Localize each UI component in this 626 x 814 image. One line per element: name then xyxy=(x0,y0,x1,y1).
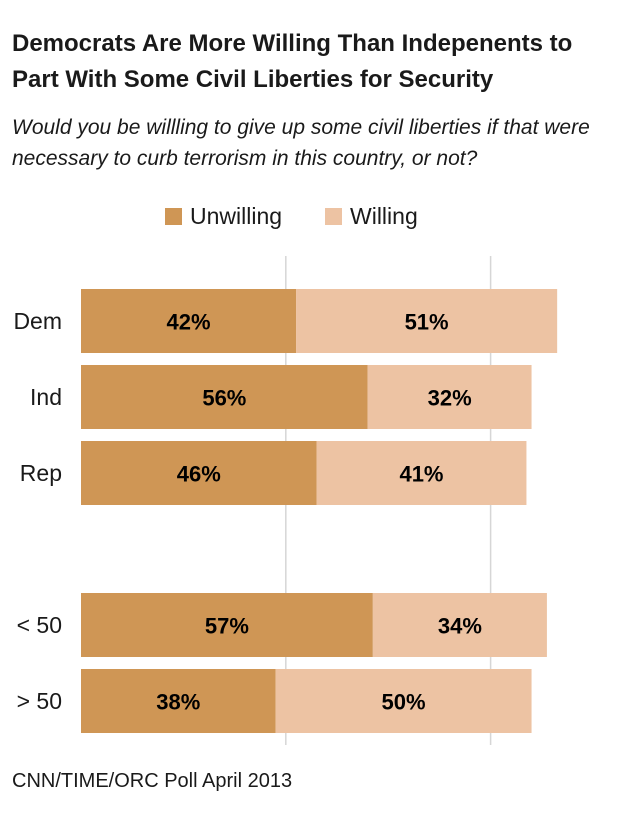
chart-title: Democrats Are More Willing Than Indepene… xyxy=(12,30,573,93)
bar-unwilling-dem xyxy=(81,289,297,353)
source-note: CNN/TIME/ORC Poll April 2013 xyxy=(12,770,293,792)
legend-swatch-willing xyxy=(325,207,342,225)
bar-willing-dem xyxy=(296,289,558,353)
category-label: < 50 xyxy=(17,612,62,638)
data-label: 51% xyxy=(405,310,449,335)
data-label: 46% xyxy=(177,462,221,487)
legend-item-unwilling: Unwilling xyxy=(165,200,282,232)
bar-willing-50 xyxy=(372,593,547,657)
bar-willing-ind xyxy=(367,365,532,429)
legend: Unwilling Willing xyxy=(0,200,626,232)
data-label: 34% xyxy=(438,614,482,639)
legend-item-willing: Willing xyxy=(325,200,418,232)
category-label: Rep xyxy=(20,460,62,486)
legend-label-willing: Willing xyxy=(350,202,418,229)
legend-label-unwilling: Unwilling xyxy=(190,202,283,229)
category-label: Ind xyxy=(30,384,62,410)
legend-swatch-unwilling xyxy=(165,207,182,225)
bar-unwilling-ind xyxy=(81,365,368,429)
data-label: 50% xyxy=(382,690,426,715)
data-label: 42% xyxy=(166,310,210,335)
data-label: 56% xyxy=(202,386,246,411)
category-label: > 50 xyxy=(17,688,62,714)
category-label: Dem xyxy=(13,308,62,334)
data-label: 41% xyxy=(399,462,443,487)
bar-willing-rep xyxy=(316,441,527,505)
bar-unwilling-rep xyxy=(81,441,317,505)
data-label: 57% xyxy=(205,614,249,639)
bar-unwilling-50 xyxy=(81,593,373,657)
bar-willing-50 xyxy=(275,669,532,733)
data-label: 32% xyxy=(428,386,472,411)
chart-subtitle: Would you be willling to give up some ci… xyxy=(12,116,590,170)
data-label: 38% xyxy=(156,690,200,715)
bar-unwilling-50 xyxy=(81,669,276,733)
